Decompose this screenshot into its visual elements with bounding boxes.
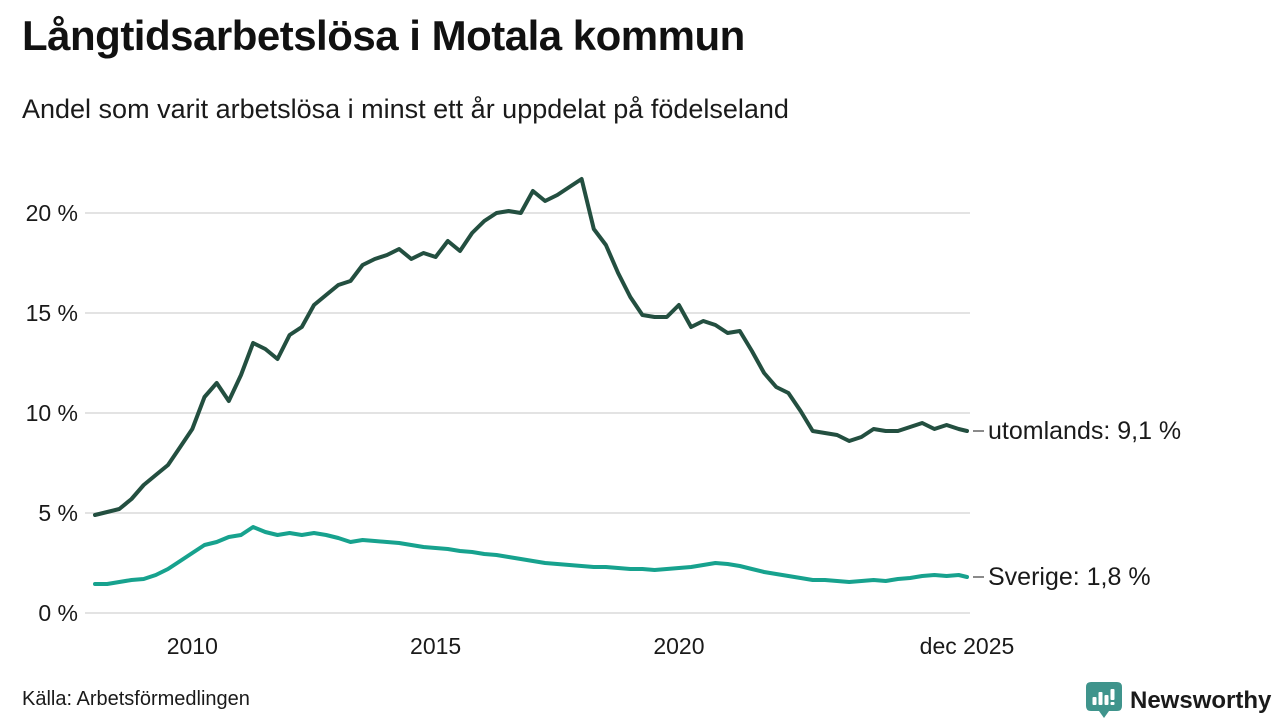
x-axis-tick-label: 2015 <box>410 633 462 659</box>
y-axis-tick-label: 10 % <box>25 400 78 426</box>
chart-title: Långtidsarbetslösa i Motala kommun <box>22 12 745 59</box>
series-line-utomlands <box>93 177 969 517</box>
x-axis-tick-label: 2020 <box>653 633 705 659</box>
y-axis-tick-label: 5 % <box>38 500 78 526</box>
newsworthy-logo: Newsworthy <box>1086 682 1271 720</box>
y-axis-tick-label: 15 % <box>25 300 78 326</box>
x-axis-tick-label: dec 2025 <box>919 633 1015 659</box>
y-axis-tick-label: 20 % <box>25 200 78 226</box>
series-end-label-utomlands: utomlands: 9,1 % <box>988 417 1182 445</box>
series-end-label-sverige: Sverige: 1,8 % <box>988 563 1151 591</box>
newsworthy-pin-icon <box>1086 682 1122 718</box>
newsworthy-wordmark: Newsworthy <box>1130 687 1272 714</box>
source-note: Källa: Arbetsförmedlingen <box>22 688 250 710</box>
chart-subtitle: Andel som varit arbetslösa i minst ett å… <box>22 94 789 124</box>
series-line-sverige <box>93 525 969 586</box>
x-axis-tick-label: 2010 <box>166 633 218 659</box>
y-axis-tick-label: 0 % <box>38 600 78 626</box>
